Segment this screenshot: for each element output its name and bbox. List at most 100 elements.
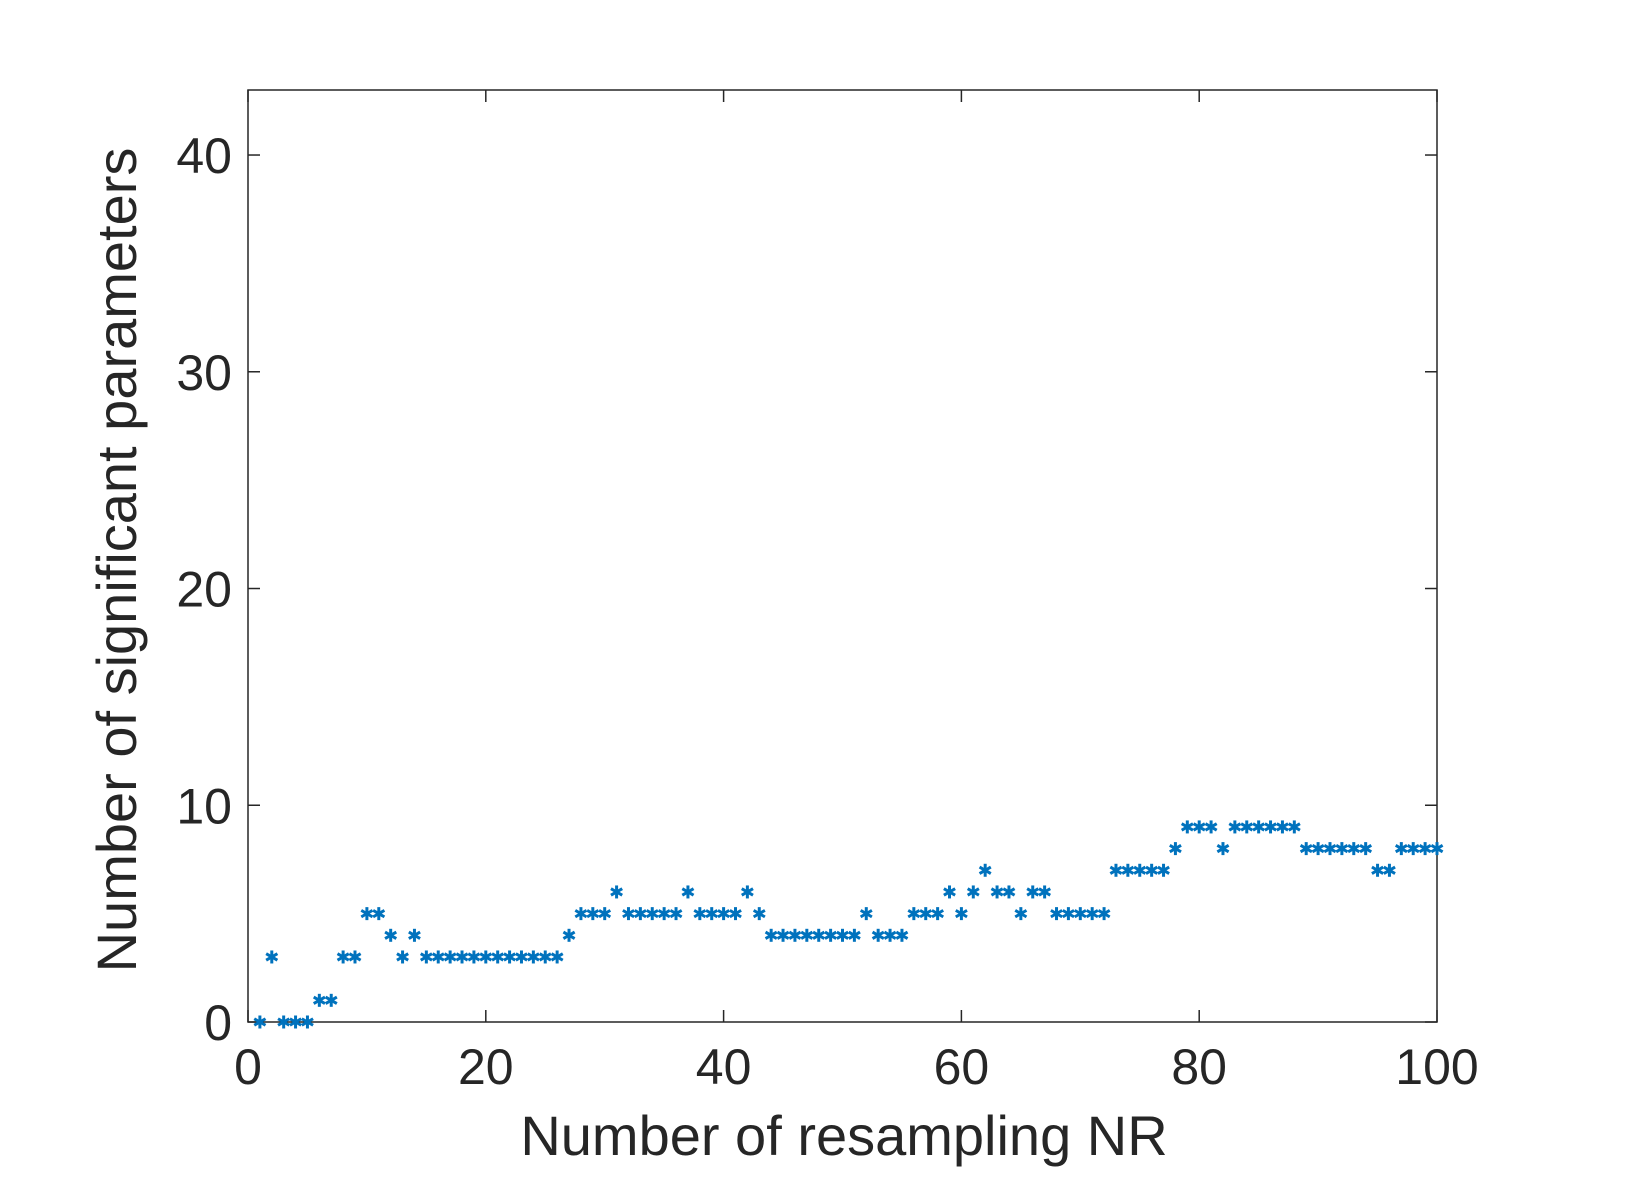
data-point: [1394, 842, 1408, 856]
data-point: [1050, 907, 1063, 921]
data-point: [645, 907, 659, 921]
data-point: [848, 928, 861, 942]
data-point: [253, 1015, 267, 1029]
data-point: [515, 950, 528, 964]
data-point: [336, 950, 350, 964]
data-point: [1038, 885, 1052, 899]
data-point: [705, 907, 719, 921]
data-point: [764, 928, 778, 942]
data-point: [1180, 820, 1194, 834]
data-point: [1347, 842, 1361, 856]
data-point: [455, 950, 469, 964]
data-point: [1383, 863, 1396, 877]
data-point: [1323, 842, 1337, 856]
data-point: [752, 907, 766, 921]
data-point: [729, 907, 742, 921]
data-point: [384, 928, 398, 942]
data-point: [990, 885, 1004, 899]
y-axis-label: Number of significant parameters: [85, 148, 148, 973]
data-point: [1311, 842, 1325, 856]
data-point: [836, 928, 849, 942]
data-point: [467, 950, 481, 964]
axis-ticks: 0 20 40 60 80 100 0 10 20 30 40: [176, 90, 1479, 1095]
data-point: [883, 928, 897, 942]
data-point: [741, 885, 754, 899]
data-point: [681, 885, 695, 899]
data-point: [966, 885, 980, 899]
data-point: [503, 950, 516, 964]
data-point: [1133, 863, 1147, 877]
data-point: [895, 928, 909, 942]
data-point: [1157, 863, 1170, 877]
plot-area: [247, 89, 1438, 1023]
data-point: [1228, 820, 1242, 834]
y-tick-label: 10: [176, 778, 232, 834]
data-point: [1418, 842, 1432, 856]
data-point: [1062, 907, 1075, 921]
data-point: [443, 950, 457, 964]
data-point: [360, 907, 374, 921]
data-point: [931, 907, 944, 921]
x-tick-label: 20: [458, 1039, 514, 1095]
data-point: [824, 928, 837, 942]
data-point: [788, 928, 802, 942]
data-point: [1192, 820, 1206, 834]
data-point: [1430, 842, 1444, 856]
data-point: [538, 950, 552, 964]
data-point: [1026, 885, 1040, 899]
data-point: [1335, 842, 1349, 856]
data-point: [693, 907, 707, 921]
data-point: [657, 907, 671, 921]
x-tick-label: 40: [696, 1039, 752, 1095]
data-point: [610, 885, 623, 899]
data-point: [800, 928, 814, 942]
data-point: [289, 1015, 302, 1029]
data-point: [1359, 842, 1373, 856]
data-point: [396, 950, 409, 964]
data-point: [312, 993, 326, 1007]
data-point: [1252, 820, 1266, 834]
y-tick-label: 30: [176, 345, 232, 401]
data-point: [1014, 907, 1028, 921]
y-tick-label: 20: [176, 562, 232, 618]
data-point: [776, 928, 790, 942]
data-point: [1264, 820, 1277, 834]
data-point: [859, 907, 873, 921]
data-point: [1169, 842, 1182, 856]
data-point: [301, 1015, 314, 1029]
data-point: [1073, 907, 1087, 921]
data-point: [419, 950, 433, 964]
data-point: [1097, 907, 1111, 921]
x-tick-label: 80: [1171, 1039, 1227, 1095]
x-tick-label: 0: [234, 1039, 262, 1095]
y-tick-label: 40: [176, 128, 232, 184]
data-point: [1276, 820, 1289, 834]
data-point: [633, 907, 647, 921]
data-point: [1109, 863, 1123, 877]
data-point: [277, 1015, 291, 1029]
data-point: [1145, 863, 1159, 877]
data-point: [479, 950, 493, 964]
data-point: [955, 907, 968, 921]
data-point: [622, 907, 635, 921]
data-point: [907, 907, 921, 921]
data-point: [562, 928, 576, 942]
data-point: [717, 907, 730, 921]
plot-frame: [247, 89, 1438, 1023]
data-point: [408, 928, 421, 942]
data-point: [550, 950, 564, 964]
data-point: [1406, 842, 1420, 856]
data-point: [812, 928, 826, 942]
data-point: [265, 950, 279, 964]
data-point: [1216, 842, 1230, 856]
x-tick-label: 60: [934, 1039, 990, 1095]
data-series: [253, 820, 1444, 1029]
data-point: [978, 863, 992, 877]
data-point: [431, 950, 445, 964]
data-point: [526, 950, 540, 964]
data-point: [943, 885, 956, 899]
data-point: [669, 907, 683, 921]
data-point: [574, 907, 588, 921]
data-point: [491, 950, 505, 964]
